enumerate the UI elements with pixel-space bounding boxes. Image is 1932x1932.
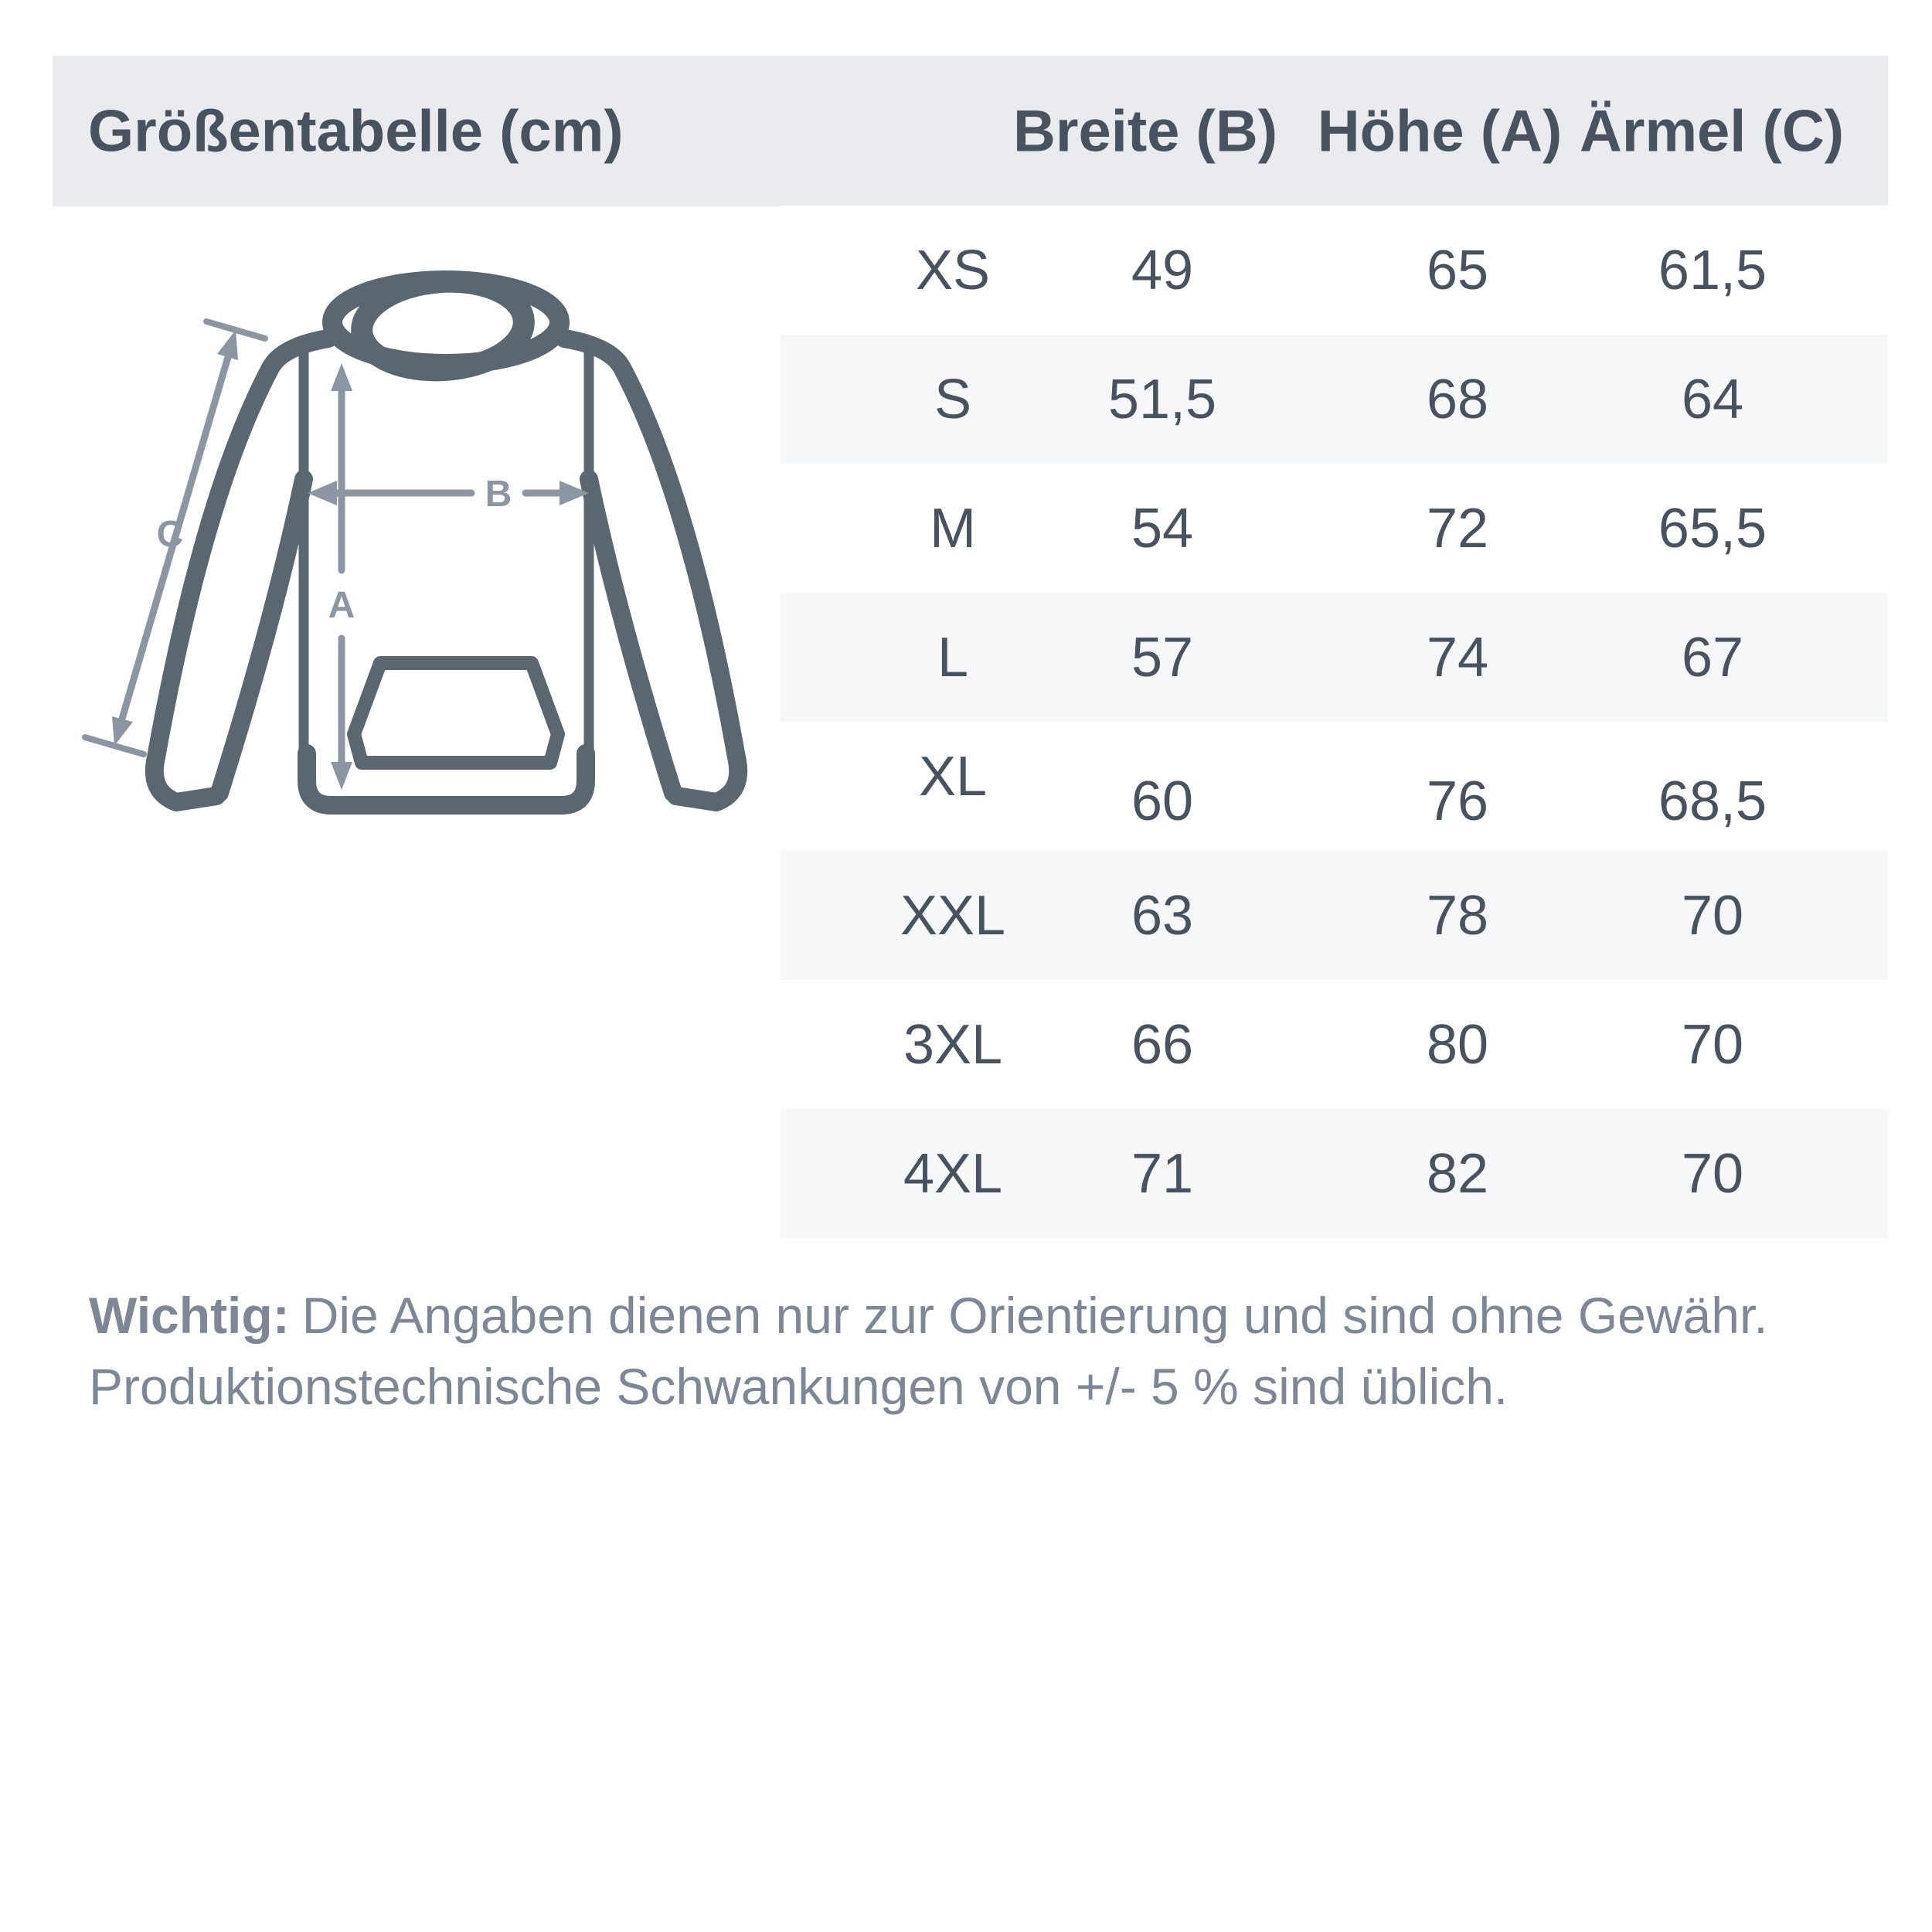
width-value-cell: 60 — [1131, 770, 1194, 832]
sleeve-value-cell: 64 — [1681, 368, 1744, 430]
size-cell: 3XL — [903, 1013, 1003, 1076]
sleeve-value-cell: 70 — [1681, 1013, 1744, 1076]
size-cell: XL — [918, 745, 988, 808]
size-cell: XXL — [900, 884, 1006, 947]
col-header-height: Höhe (A) — [1317, 98, 1563, 164]
table-row: 4XL 71 82 70 — [781, 1109, 1888, 1238]
sleeve-value-cell: 68,5 — [1658, 770, 1767, 832]
table-row: S 51,5 68 64 — [781, 335, 1888, 464]
height-value-cell: 68 — [1426, 368, 1489, 430]
height-value-cell: 76 — [1426, 770, 1489, 832]
col-header-width: Breite (B) — [1012, 98, 1278, 164]
sleeve-value-cell: 65,5 — [1658, 497, 1767, 560]
size-cell: XS — [915, 239, 991, 301]
sleeve-value-cell: 61,5 — [1658, 239, 1767, 301]
disclaimer-emphasis: Wichtig: — [89, 1287, 290, 1344]
sleeve-value-cell: 67 — [1681, 626, 1744, 689]
width-arrow-label: B — [485, 474, 512, 515]
table-row: XXL 63 78 70 — [781, 851, 1888, 980]
table-row: XL 60 76 68,5 — [781, 722, 1888, 851]
size-cell: M — [930, 497, 976, 560]
height-value-cell: 78 — [1426, 884, 1489, 947]
size-cell: L — [937, 626, 969, 689]
sleeve-value-cell: 70 — [1681, 884, 1744, 947]
height-value-cell: 82 — [1426, 1142, 1489, 1205]
sleeve-arrow-label: C — [157, 514, 184, 555]
hood-inner-ring-icon — [351, 270, 535, 382]
hoodie-left-sleeve — [145, 329, 338, 811]
height-value-cell: 72 — [1426, 497, 1489, 560]
sleeve-measure-arrow — [82, 318, 268, 757]
height-measure-arrow — [331, 363, 352, 790]
width-value-cell: 57 — [1131, 626, 1194, 689]
width-value-cell: 71 — [1131, 1142, 1194, 1205]
height-value-cell: 65 — [1426, 239, 1489, 301]
height-value-cell: 80 — [1426, 1013, 1489, 1076]
disclaimer-line-1: Wichtig: Die Angaben dienen nur zur Orien… — [89, 1287, 1768, 1344]
table-row: XS 49 65 61,5 — [781, 206, 1888, 335]
height-value-cell: 74 — [1426, 626, 1489, 689]
width-value-cell: 54 — [1131, 497, 1194, 560]
height-arrow-label: A — [328, 585, 355, 626]
hoodie-right-sleeve-inner-edge — [580, 470, 682, 802]
hoodie-pocket-icon — [347, 656, 565, 770]
width-value-cell: 51,5 — [1107, 368, 1217, 430]
size-cell: 4XL — [903, 1142, 1003, 1205]
sleeve-value-cell: 70 — [1681, 1142, 1744, 1205]
table-row: M 54 72 65,5 — [781, 464, 1888, 593]
hoodie-left-sleeve-inner-edge — [210, 470, 313, 802]
width-value-cell: 66 — [1131, 1013, 1194, 1076]
hoodie-hem — [298, 744, 595, 815]
width-value-cell: 63 — [1131, 884, 1194, 947]
page-title: Größentabelle (cm) — [88, 98, 624, 164]
col-header-sleeve: Ärmel (C) — [1579, 98, 1845, 164]
hoodie-measurement-diagram: A B C — [82, 270, 748, 815]
table-row: L 57 74 67 — [781, 593, 1888, 722]
disclaimer-line-2: Produktionstechnische Schwankungen von +… — [89, 1358, 1509, 1415]
hoodie-right-sleeve — [555, 329, 748, 811]
size-table: XS 49 65 61,5 S 51,5 68 64 M 54 72 65,5 L 57 74 67 XL 60 7… — [781, 206, 1888, 1238]
disclaimer-note: Wichtig: Die Angaben dienen nur zur Orien… — [89, 1280, 1866, 1422]
size-chart-header: Größentabelle (cm) Breite (B) Höhe (A) Ä… — [53, 56, 1888, 206]
size-cell: S — [934, 368, 972, 430]
width-value-cell: 49 — [1131, 239, 1194, 301]
width-measure-arrow — [308, 481, 589, 505]
table-row: 3XL 66 80 70 — [781, 980, 1888, 1109]
